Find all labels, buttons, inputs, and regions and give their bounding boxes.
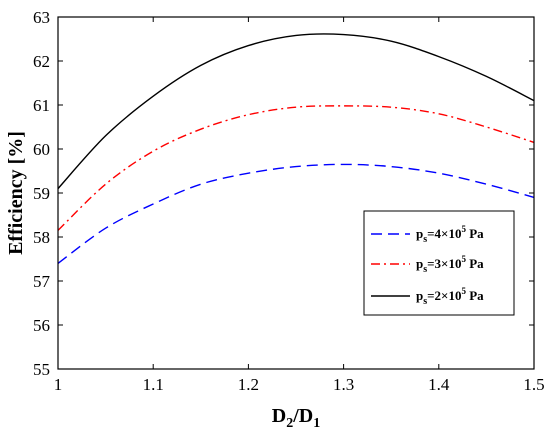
- y-tick-label-7: 62: [33, 52, 50, 71]
- y-tick-label-5: 60: [33, 140, 50, 159]
- x-tick-label-0: 1: [54, 375, 63, 394]
- legend-label-3: ps=2×105 Pa: [416, 286, 484, 307]
- legend-label-1: ps=4×105 Pa: [416, 224, 484, 245]
- tick-layer: 1 1.1 1.2 1.3 1.4 1.5 55 56 57 58 59 60 61 62 63: [33, 8, 545, 394]
- series-line-1: [57, 163, 535, 264]
- y-tick-label-0: 55: [33, 360, 50, 379]
- x-tick-label-5: 1.5: [523, 375, 544, 394]
- x-label-main: D: [272, 405, 286, 427]
- x-label-sep: /D: [292, 405, 313, 427]
- legend-box: [363, 210, 515, 316]
- y-tick-label-1: 56: [33, 316, 50, 335]
- plot-frame: [57, 16, 535, 370]
- x-axis-label: D2/D1: [272, 405, 320, 431]
- x-tick-label-4: 1.4: [428, 375, 450, 394]
- legend: ps=4×105 Pa ps=3×105 Pa ps=2×105 Pa: [363, 210, 515, 316]
- legend-label-2: ps=3×105 Pa: [416, 254, 484, 275]
- series-line-3: [57, 33, 535, 190]
- x-tick-label-1: 1.1: [143, 375, 164, 394]
- x-label-sub2: 1: [313, 416, 320, 431]
- y-tick-label-2: 57: [33, 272, 51, 291]
- series-line-2: [57, 105, 535, 231]
- y-axis-label: Efficiency [%]: [5, 131, 27, 255]
- x-tick-label-2: 1.2: [238, 375, 259, 394]
- x-tick-label-3: 1.3: [333, 375, 354, 394]
- y-tick-label-6: 61: [33, 96, 50, 115]
- y-tick-label-8: 63: [33, 8, 50, 27]
- x-label-sub1: 2: [286, 416, 293, 431]
- y-tick-label-3: 58: [33, 228, 50, 247]
- y-tick-label-4: 59: [33, 184, 50, 203]
- series-layer: [57, 33, 535, 264]
